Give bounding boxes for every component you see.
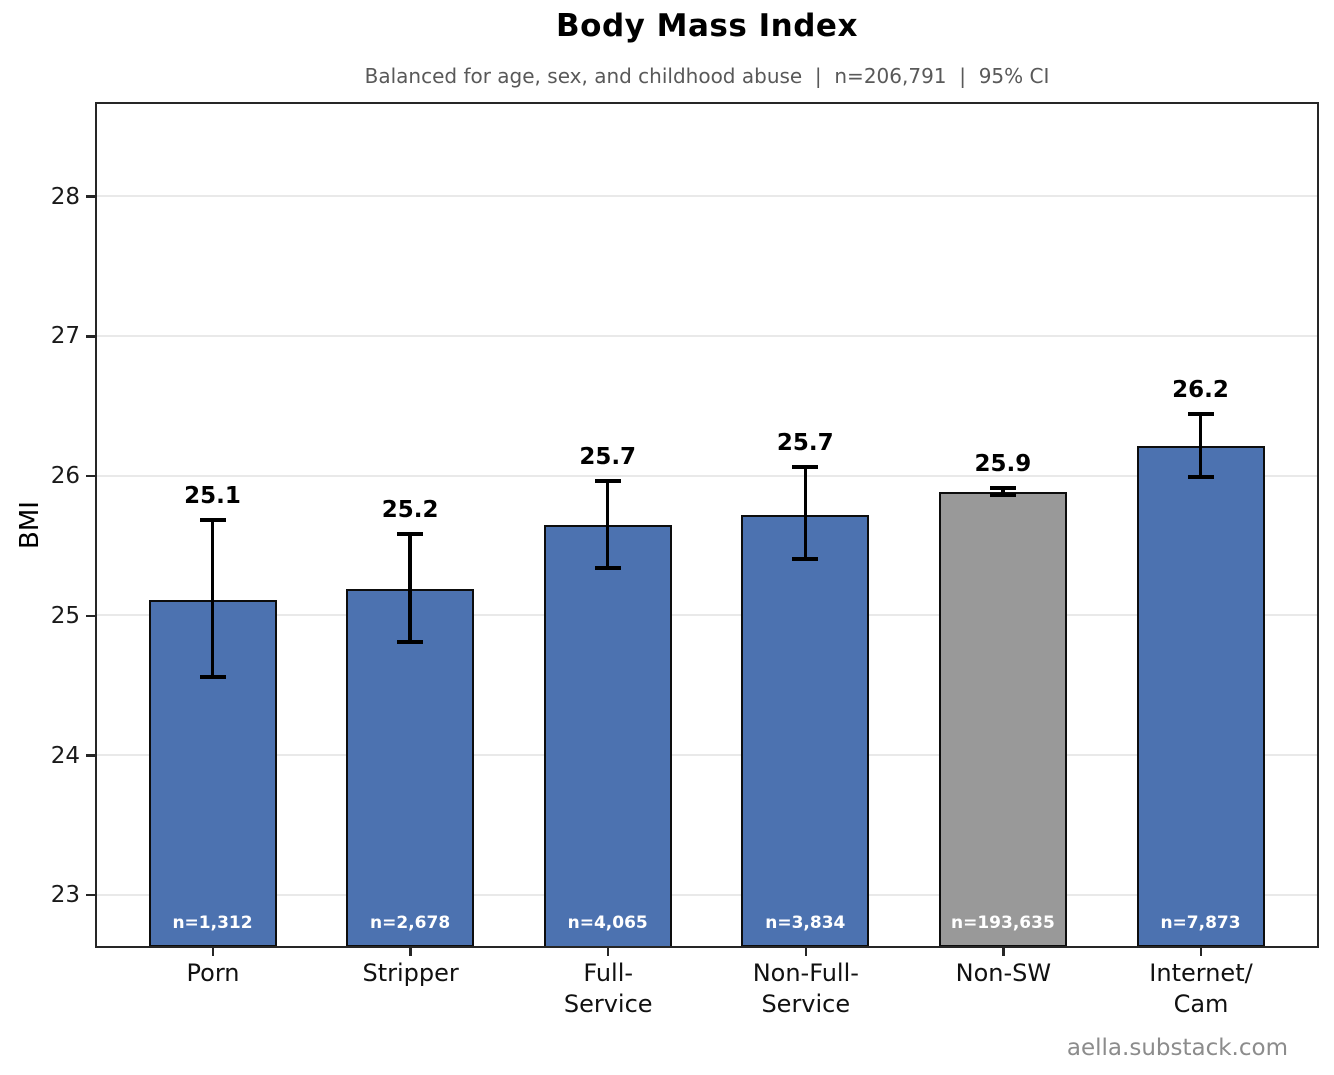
chart-subtitle: Balanced for age, sex, and childhood abu… — [364, 64, 1050, 88]
x-tick — [606, 948, 610, 956]
n-label: n=3,834 — [765, 913, 846, 933]
y-tick-label: 25 — [50, 602, 80, 629]
bar — [346, 588, 475, 946]
y-tick — [86, 893, 95, 897]
error-bar-cap-bottom — [989, 493, 1016, 498]
y-tick-label: 28 — [50, 183, 80, 210]
n-label: n=4,065 — [567, 913, 648, 933]
value-label: 25.9 — [974, 451, 1032, 478]
error-bar-cap-bottom — [594, 565, 621, 570]
x-tick — [1199, 948, 1203, 956]
y-tick — [86, 614, 95, 618]
error-bar-cap-bottom — [199, 674, 226, 679]
error-bar-line — [1198, 414, 1203, 477]
bar — [741, 514, 870, 946]
error-bar-cap-top — [594, 479, 621, 484]
x-tick-label: Stripper — [362, 958, 458, 989]
n-label: n=1,312 — [172, 913, 253, 933]
bar — [1136, 446, 1265, 946]
x-tick-label-line: Non-Full- — [752, 959, 859, 987]
x-tick-label: Full- Service — [564, 958, 653, 1020]
y-tick — [86, 335, 95, 338]
error-bar-cap-top — [397, 532, 424, 537]
x-tick — [211, 948, 215, 956]
gridline — [97, 754, 1317, 756]
n-label: n=7,873 — [1160, 913, 1241, 933]
x-tick-label: Porn — [187, 958, 240, 989]
error-bar-cap-top — [1187, 412, 1214, 417]
y-tick — [86, 474, 95, 478]
error-bar-cap-bottom — [397, 639, 424, 644]
x-tick-label-line: Cam — [1173, 990, 1229, 1018]
x-tick-label-line: Porn — [186, 959, 240, 987]
plot-area: 25.1 25.2 25.7 25.7 25.9 26.2 n=1,312 n=2,678 n=… — [95, 102, 1319, 948]
error-bar-line — [803, 467, 808, 560]
gridline — [97, 474, 1317, 477]
x-tick-label-line: Non-SW — [955, 959, 1052, 987]
error-bar-line — [605, 481, 610, 568]
y-tick-label: 24 — [50, 742, 80, 769]
value-label: 25.7 — [776, 430, 834, 457]
bar — [543, 524, 672, 946]
x-tick-label: Non-Full- Service — [753, 958, 859, 1020]
value-label: 25.7 — [579, 444, 637, 471]
error-bar-cap-top — [792, 465, 819, 470]
plot-inner: 25.1 25.2 25.7 25.7 25.9 26.2 n=1,312 n=2,678 n=… — [97, 104, 1317, 946]
error-bar-line — [1001, 488, 1005, 496]
x-tick-label-line: Full- — [583, 959, 634, 987]
y-tick-label: 26 — [50, 463, 80, 490]
x-tick — [804, 948, 808, 956]
y-axis-label-text: BMI — [15, 501, 45, 549]
value-label: 26.2 — [1172, 377, 1229, 404]
x-tick-label-line: Stripper — [362, 959, 459, 987]
n-label: n=193,635 — [951, 913, 1055, 933]
n-label: n=2,678 — [370, 913, 451, 933]
error-bar-cap-top — [989, 486, 1016, 491]
chart-title: Body Mass Index — [556, 8, 858, 44]
y-tick-label: 27 — [50, 323, 80, 350]
footer-credit: aella.substack.com — [1066, 1035, 1288, 1061]
x-tick-label-line: Service — [761, 990, 851, 1018]
x-tick — [409, 948, 412, 956]
error-bar-cap-bottom — [1187, 475, 1214, 479]
gridline — [97, 614, 1317, 617]
y-tick — [86, 754, 95, 757]
error-bar-line — [408, 534, 412, 642]
y-tick — [86, 195, 95, 198]
x-tick-label: Non-SW — [956, 958, 1051, 989]
value-label: 25.1 — [184, 483, 241, 510]
gridline — [97, 334, 1317, 337]
x-tick-label-line: Internet/ — [1149, 959, 1253, 987]
gridline — [97, 893, 1317, 896]
y-tick-label: 23 — [50, 882, 80, 909]
x-tick-label: Internet/Cam — [1149, 958, 1252, 1020]
x-tick — [1002, 948, 1005, 956]
gridline — [97, 195, 1317, 198]
error-bar-line — [210, 520, 215, 677]
bar — [938, 492, 1067, 946]
value-label: 25.2 — [381, 497, 439, 524]
error-bar-cap-top — [199, 518, 226, 523]
error-bar-cap-bottom — [792, 557, 819, 562]
x-tick-label-line: Service — [563, 990, 653, 1018]
